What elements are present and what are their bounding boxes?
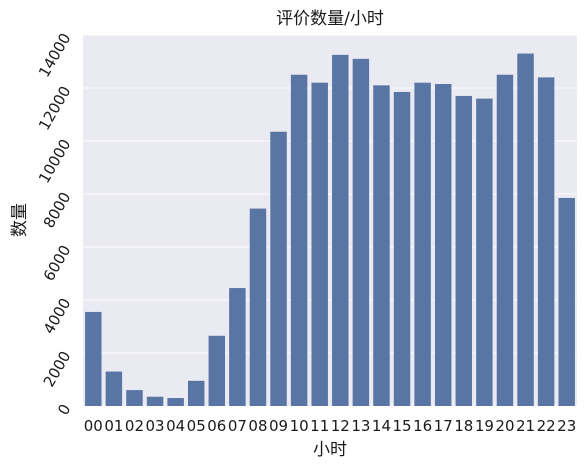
bars [85, 53, 575, 407]
x-tick-label-13: 13 [351, 417, 370, 435]
y-tick-label-14000: 14000 [35, 30, 74, 80]
y-tick-label-10000: 10000 [35, 136, 74, 186]
x-tick-label-00: 00 [84, 417, 103, 435]
bar-03 [146, 396, 164, 406]
x-tick-label-02: 02 [125, 417, 144, 435]
x-tick-label-23: 23 [557, 417, 576, 435]
y-tick-label-6000: 6000 [40, 242, 75, 284]
x-tick-label-19: 19 [475, 417, 494, 435]
bar-08 [249, 208, 267, 406]
bar-06 [208, 335, 226, 406]
x-tick-labels: 00 01 02 03 04 05 06 07 08 09 10 11 12 13 14 15 16 17 18 19… [84, 417, 577, 435]
x-tick-label-22: 22 [537, 417, 556, 435]
bar-22 [537, 77, 555, 407]
x-axis-label: 小时 [313, 440, 347, 460]
y-tick-label-0: 0 [54, 401, 74, 418]
x-tick-label-11: 11 [310, 417, 329, 435]
bar-10 [290, 74, 308, 406]
y-axis-label: 数量 [10, 203, 30, 237]
bar-04 [167, 398, 184, 406]
bar-05 [187, 380, 205, 406]
x-tick-label-04: 04 [166, 417, 185, 435]
x-tick-label-05: 05 [187, 417, 206, 435]
x-tick-label-06: 06 [207, 417, 226, 435]
bar-11 [311, 82, 328, 406]
bar-21 [517, 53, 534, 407]
bar-15 [393, 91, 411, 406]
bar-14 [373, 85, 390, 406]
bar-00 [85, 311, 102, 406]
x-tick-label-08: 08 [248, 417, 267, 435]
bar-07 [229, 288, 246, 406]
x-tick-label-21: 21 [516, 417, 535, 435]
bar-17 [434, 84, 452, 407]
bar-01 [105, 371, 123, 406]
y-tick-label-12000: 12000 [35, 83, 74, 133]
x-tick-label-12: 12 [331, 417, 350, 435]
bar-20 [496, 74, 514, 406]
bar-12 [332, 54, 349, 406]
bar-13 [352, 58, 370, 406]
x-tick-label-01: 01 [104, 417, 123, 435]
bar-19 [476, 98, 493, 406]
x-tick-label-16: 16 [413, 417, 432, 435]
bar-09 [270, 131, 287, 406]
grid-lines [83, 34, 577, 407]
x-tick-label-09: 09 [269, 417, 288, 435]
x-tick-label-03: 03 [145, 417, 164, 435]
plot-background [83, 35, 577, 406]
chart-title: 评价数量/小时 [276, 9, 384, 29]
bar-02 [126, 390, 143, 406]
x-tick-label-17: 17 [434, 417, 453, 435]
x-tick-label-14: 14 [372, 417, 391, 435]
x-tick-label-20: 20 [495, 417, 514, 435]
bar-18 [455, 95, 473, 406]
x-tick-label-18: 18 [454, 417, 473, 435]
x-tick-label-15: 15 [392, 417, 411, 435]
y-tick-label-4000: 4000 [40, 295, 75, 337]
bar-23 [558, 197, 575, 406]
y-tick-label-8000: 8000 [40, 189, 75, 231]
y-tick-label-2000: 2000 [40, 348, 75, 390]
x-tick-label-07: 07 [228, 417, 247, 435]
bar-16 [414, 82, 431, 406]
x-tick-label-10: 10 [290, 417, 309, 435]
